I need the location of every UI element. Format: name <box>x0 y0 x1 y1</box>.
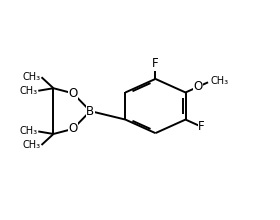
Text: O: O <box>193 81 202 94</box>
Text: CH₃: CH₃ <box>22 72 40 82</box>
Text: F: F <box>152 57 159 70</box>
Text: CH₃: CH₃ <box>22 140 40 150</box>
Text: B: B <box>86 104 94 118</box>
Text: O: O <box>68 87 78 100</box>
Text: CH₃: CH₃ <box>19 126 37 136</box>
Text: CH₃: CH₃ <box>211 76 229 86</box>
Text: O: O <box>68 122 78 135</box>
Text: CH₃: CH₃ <box>19 86 37 96</box>
Text: F: F <box>198 120 205 133</box>
